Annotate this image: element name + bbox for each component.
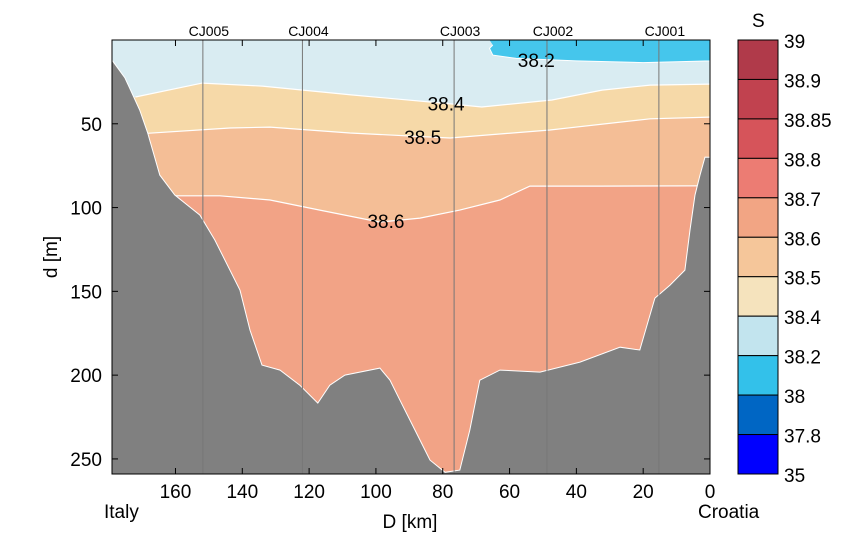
colorbar-segment [737,355,779,396]
x-tick-label: 60 [499,482,520,503]
colorbar-tick-label: 38.85 [784,111,832,132]
contour-label: 38.6 [367,212,404,233]
y-tick-label: 150 [70,282,102,303]
colorbar-segment [737,236,779,278]
y-tick-label: 100 [70,199,102,220]
colorbar-tick-label: 39 [784,32,805,53]
contour-line-38-5 [139,116,710,139]
colorbar-tick-label: 38.5 [784,269,821,290]
station-label: CJ005 [189,23,230,39]
colorbar-tick-label: 38.4 [784,308,821,329]
colorbar-tick-label: 38.6 [784,229,821,250]
plot-frame [111,39,711,475]
colorbar-tick-label: 38.7 [784,190,821,211]
y-tick-label: 200 [70,366,102,387]
x-tick-label: 140 [226,482,258,503]
contour-label: 38.5 [404,128,441,149]
colorbar-segment [737,434,779,475]
station-label: CJ001 [645,23,686,39]
station-label: CJ002 [533,23,574,39]
colorbar-segment [737,276,779,317]
contour-line-38-4 [135,82,710,108]
x-axis-label: D [km] [383,512,438,533]
seafloor-bathymetry [112,59,710,474]
salinity-zone-38-2 [489,40,710,63]
colorbar-tick-label: 38 [784,387,805,408]
right-coast-label: Croatia [698,502,760,523]
colorbar-segment [737,157,779,199]
colorbar-tick-label: 38.8 [784,150,821,171]
colorbar-tick-label: 38.9 [784,71,821,92]
contour-line-38-6 [159,185,710,223]
colorbar-segment [737,394,779,436]
colorbar-tick-label: 35 [784,466,805,487]
colorbar-tick-label: 38.2 [784,348,821,369]
x-tick-label: 80 [432,482,453,503]
colorbar-segment [737,197,779,238]
contour-label: 38.4 [428,95,465,116]
x-tick-label: 100 [360,482,392,503]
colorbar-segment [737,39,779,80]
x-tick-label: 120 [293,482,325,503]
y-tick-label: 250 [70,450,102,471]
left-coast-label: Italy [104,502,139,523]
station-label: CJ004 [288,23,329,39]
colorbar-segment [737,315,779,357]
colorbar-segment [737,78,779,120]
station-label: CJ003 [440,23,481,39]
colorbar-tick-label: 37.8 [784,427,821,448]
colorbar-title: S [752,11,765,32]
x-tick-label: 160 [160,482,192,503]
y-tick-label: 50 [81,115,102,136]
colorbar-segment [737,118,779,159]
y-axis-label: d [m] [41,236,62,278]
x-tick-label: 20 [633,482,654,503]
contour-line-38-2 [488,40,710,64]
contour-label: 38.2 [518,51,555,72]
x-tick-label: 40 [566,482,587,503]
x-tick-label: 0 [705,482,716,503]
